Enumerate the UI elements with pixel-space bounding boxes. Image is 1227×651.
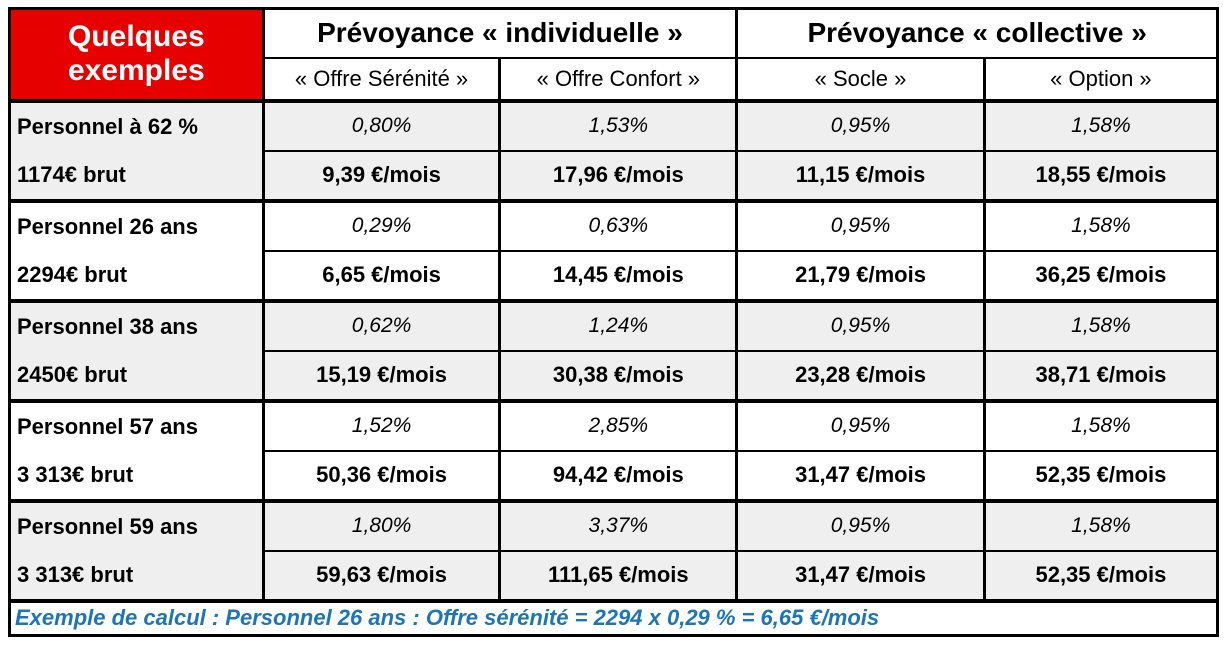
percent-cell: 0,95%: [735, 298, 986, 352]
price-cell: 6,65 €/mois: [261, 249, 502, 303]
price-cell: 23,28 €/mois: [735, 349, 986, 403]
percent-cell: 0,63%: [498, 198, 739, 252]
row-label-personnel-57: Personnel 57 ans 3 313€ brut: [8, 398, 265, 503]
col-header-offre-confort: « Offre Confort »: [498, 56, 739, 102]
price-cell: 111,65 €/mois: [498, 549, 739, 603]
percent-cell: 1,53%: [498, 98, 739, 152]
price-cell: 31,47 €/mois: [735, 549, 986, 603]
price-cell: 17,96 €/mois: [498, 149, 739, 203]
percent-cell: 0,29%: [261, 198, 502, 252]
price-row: 15,19 €/mois 30,38 €/mois 23,28 €/mois 3…: [10, 349, 1220, 403]
header-columns-row: « Offre Sérénité » « Offre Confort » « S…: [10, 56, 1220, 102]
col-header-socle: « Socle »: [735, 56, 986, 102]
percent-cell: 3,37%: [498, 498, 739, 552]
corner-line-2: exemples: [67, 54, 205, 88]
price-cell: 94,42 €/mois: [498, 449, 739, 503]
corner-header-text: Quelques exemples: [12, 20, 260, 88]
row-label-line-1: Personnel à 62 %: [17, 113, 198, 139]
percent-row: Personnel 38 ans 2450€ brut 0,62% 1,24% …: [8, 298, 1220, 403]
percent-cell: 1,58%: [982, 298, 1220, 352]
row-label-personnel-26: Personnel 26 ans 2294€ brut: [8, 198, 265, 303]
percent-cell: 1,80%: [261, 498, 502, 552]
percent-cell: 1,58%: [982, 498, 1220, 552]
price-cell: 52,35 €/mois: [982, 449, 1220, 503]
row-label-line-2: 3 313€ brut: [17, 461, 134, 487]
price-cell: 50,36 €/mois: [261, 449, 502, 503]
corner-line-1: Quelques: [67, 20, 205, 54]
price-cell: 30,38 €/mois: [498, 349, 739, 403]
price-cell: 18,55 €/mois: [982, 149, 1220, 203]
corner-header-cell: Quelques exemples: [8, 7, 265, 102]
percent-row: Personnel 57 ans 3 313€ brut 1,52% 2,85%…: [8, 398, 1220, 503]
percent-row: Personnel 26 ans 2294€ brut 0,29% 0,63% …: [8, 198, 1220, 303]
price-row: 9,39 €/mois 17,96 €/mois 11,15 €/mois 18…: [10, 149, 1220, 203]
percent-cell: 1,52%: [261, 398, 502, 452]
price-row: 50,36 €/mois 94,42 €/mois 31,47 €/mois 5…: [10, 449, 1220, 503]
price-cell: 11,15 €/mois: [735, 149, 986, 203]
row-label-line-1: Personnel 57 ans: [17, 413, 198, 439]
percent-cell: 2,85%: [498, 398, 739, 452]
price-cell: 36,25 €/mois: [982, 249, 1220, 303]
percent-cell: 0,95%: [735, 498, 986, 552]
percent-cell: 0,95%: [735, 198, 986, 252]
group-header-collective: Prévoyance « collective »: [735, 7, 1219, 59]
row-label-line-2: 2294€ brut: [17, 261, 128, 287]
row-label-line-1: Personnel 38 ans: [17, 313, 198, 339]
percent-cell: 1,58%: [982, 98, 1220, 152]
row-label-personnel-38: Personnel 38 ans 2450€ brut: [8, 298, 265, 403]
percent-row: Personnel à 62 % 1174€ brut 0,80% 1,53% …: [8, 98, 1220, 203]
col-header-option: « Option »: [982, 56, 1220, 102]
price-cell: 9,39 €/mois: [261, 149, 502, 203]
price-cell: 31,47 €/mois: [735, 449, 986, 503]
calculation-example-note: Exemple de calcul : Personnel 26 ans : O…: [8, 598, 1219, 637]
col-header-offre-serenite: « Offre Sérénité »: [261, 56, 502, 102]
price-row: 6,65 €/mois 14,45 €/mois 21,79 €/mois 36…: [10, 249, 1220, 303]
row-label-line-2: 1174€ brut: [17, 161, 126, 187]
prevoyance-comparison-table: Quelques exemples Prévoyance « individue…: [8, 7, 1220, 637]
footer-row: Exemple de calcul : Personnel 26 ans : O…: [8, 598, 1219, 637]
row-label-line-1: Personnel 59 ans: [17, 513, 198, 539]
price-cell: 21,79 €/mois: [735, 249, 986, 303]
price-cell: 38,71 €/mois: [982, 349, 1220, 403]
percent-cell: 1,58%: [982, 398, 1220, 452]
percent-cell: 0,95%: [735, 98, 986, 152]
percent-row: Personnel 59 ans 3 313€ brut 1,80% 3,37%…: [8, 498, 1220, 603]
row-label-personnel-62: Personnel à 62 % 1174€ brut: [8, 98, 265, 203]
header-group-row: Quelques exemples Prévoyance « individue…: [8, 7, 1219, 102]
price-cell: 14,45 €/mois: [498, 249, 739, 303]
percent-cell: 0,95%: [735, 398, 986, 452]
percent-cell: 0,62%: [261, 298, 502, 352]
row-label-line-2: 2450€ brut: [17, 361, 128, 387]
price-row: 59,63 €/mois 111,65 €/mois 31,47 €/mois …: [10, 549, 1220, 603]
row-label-line-1: Personnel 26 ans: [17, 213, 198, 239]
group-header-individuelle: Prévoyance « individuelle »: [261, 7, 739, 59]
price-cell: 59,63 €/mois: [261, 549, 502, 603]
price-cell: 15,19 €/mois: [261, 349, 502, 403]
percent-cell: 1,58%: [982, 198, 1220, 252]
row-label-personnel-59: Personnel 59 ans 3 313€ brut: [8, 498, 265, 603]
row-label-line-2: 3 313€ brut: [17, 561, 134, 587]
percent-cell: 0,80%: [261, 98, 502, 152]
price-cell: 52,35 €/mois: [982, 549, 1220, 603]
percent-cell: 1,24%: [498, 298, 739, 352]
